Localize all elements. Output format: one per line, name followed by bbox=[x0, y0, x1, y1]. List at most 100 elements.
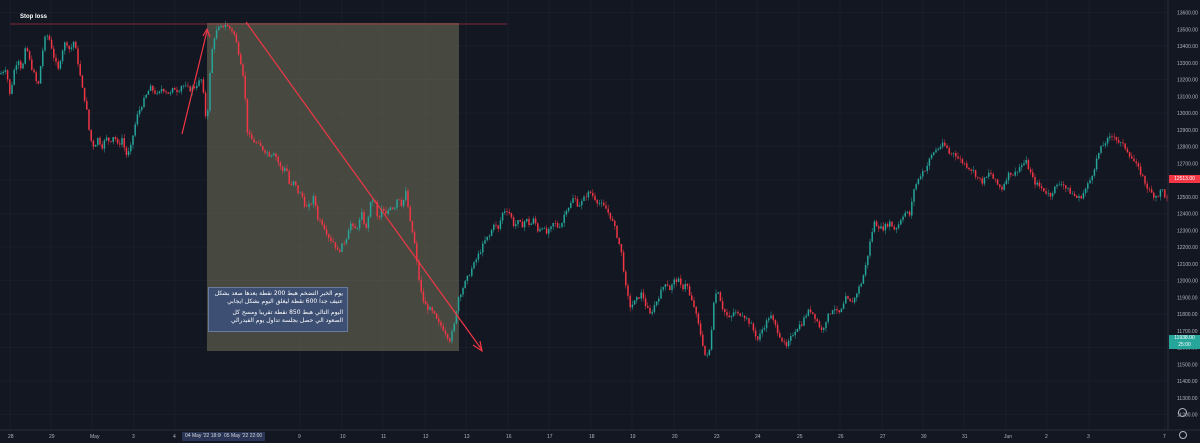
candle-body bbox=[325, 229, 328, 235]
candle-body bbox=[484, 240, 486, 244]
candle-body bbox=[81, 75, 84, 88]
candle-body bbox=[68, 45, 70, 49]
candle-body bbox=[539, 229, 541, 232]
price-tick-label: 13200.00 bbox=[1177, 78, 1198, 84]
candle-body bbox=[823, 328, 825, 330]
candle-body bbox=[697, 313, 700, 324]
candle-body bbox=[1065, 185, 1067, 189]
price-tick-label: 11300.00 bbox=[1177, 396, 1198, 402]
scroll-to-latest-button[interactable] bbox=[1178, 408, 1187, 417]
candle-body bbox=[825, 321, 827, 329]
candle-body bbox=[512, 217, 515, 227]
current-price-value: 12513.00 bbox=[1174, 176, 1195, 182]
candle-body bbox=[317, 206, 319, 220]
annotation-box[interactable]: يوم الخبر التضخم هبط 200 نقطة بعدها صعد … bbox=[208, 287, 348, 332]
candle-body bbox=[275, 153, 277, 158]
settings-icon[interactable] bbox=[1179, 431, 1187, 439]
candle-body bbox=[686, 283, 689, 287]
candle-body bbox=[20, 61, 22, 69]
date-tick-label: 25 bbox=[797, 434, 803, 440]
candle-body bbox=[827, 313, 829, 322]
candle-body bbox=[1023, 163, 1025, 166]
candle-body bbox=[1078, 196, 1080, 198]
candle-body bbox=[262, 146, 264, 151]
candle-body bbox=[517, 220, 519, 225]
candle-body bbox=[264, 150, 266, 153]
candle-body bbox=[110, 141, 112, 142]
candle-body bbox=[1029, 169, 1032, 173]
candle-body bbox=[666, 284, 669, 286]
date-tick-label: 3 bbox=[132, 434, 135, 440]
candle-body bbox=[1166, 197, 1168, 199]
candle-body bbox=[625, 271, 627, 286]
candle-body bbox=[930, 154, 933, 159]
candle-body bbox=[836, 309, 838, 311]
candle-body bbox=[1010, 172, 1012, 175]
candle-body bbox=[1126, 148, 1129, 153]
date-tick-label: May bbox=[90, 434, 100, 440]
candle-body bbox=[605, 205, 607, 209]
candle-body bbox=[1084, 188, 1087, 194]
candle-body bbox=[213, 38, 216, 50]
candle-body bbox=[88, 109, 90, 130]
candle-body bbox=[759, 333, 761, 340]
candle-body bbox=[858, 286, 860, 294]
candle-body bbox=[154, 90, 156, 94]
candle-body bbox=[308, 203, 310, 208]
candle-body bbox=[433, 310, 436, 314]
candle-body bbox=[506, 211, 508, 213]
candle-body bbox=[1047, 192, 1049, 194]
candle-body bbox=[532, 218, 535, 224]
candle-body bbox=[1142, 174, 1144, 176]
candle-body bbox=[66, 42, 68, 46]
candle-body bbox=[820, 327, 823, 330]
candle-body bbox=[449, 338, 451, 342]
candle-body bbox=[488, 235, 491, 237]
candle-body bbox=[1060, 184, 1063, 185]
candle-body bbox=[992, 173, 994, 179]
candle-body bbox=[955, 153, 957, 157]
candle-body bbox=[1144, 175, 1146, 184]
candle-body bbox=[424, 301, 427, 305]
date-axis[interactable]: 28 29 May 3 4 9 10 11 12 13 16 17 18 19 20 23 24 25 26 27 30… bbox=[8, 434, 1166, 440]
candle-body bbox=[528, 218, 530, 225]
candle-body bbox=[842, 303, 845, 309]
date-tick-label: 17 bbox=[547, 434, 553, 440]
candle-body bbox=[295, 181, 297, 186]
candle-body bbox=[105, 137, 108, 141]
candle-body bbox=[834, 309, 836, 311]
candle-body bbox=[891, 221, 893, 227]
candle-body bbox=[739, 313, 741, 316]
candle-body bbox=[207, 110, 209, 117]
candle-body bbox=[713, 302, 715, 330]
candle-body bbox=[1076, 195, 1078, 198]
candle-body bbox=[13, 69, 15, 85]
candle-body bbox=[79, 64, 81, 76]
candle-body bbox=[915, 183, 917, 190]
candle-body bbox=[763, 328, 766, 330]
candle-body bbox=[710, 329, 713, 350]
candle-body bbox=[691, 295, 693, 301]
candle-body bbox=[768, 318, 770, 321]
candle-body bbox=[831, 310, 834, 314]
date-tick-label: 9 bbox=[298, 434, 301, 440]
candle-body bbox=[790, 336, 792, 341]
candle-body bbox=[928, 158, 931, 166]
price-tick-label: 12100.00 bbox=[1177, 262, 1198, 268]
candle-body bbox=[622, 252, 625, 272]
candle-body bbox=[468, 275, 471, 277]
candle-body bbox=[620, 244, 623, 253]
price-tick-label: 12500.00 bbox=[1177, 195, 1198, 201]
candle-body bbox=[407, 190, 409, 208]
candle-body bbox=[576, 198, 579, 207]
candle-body bbox=[853, 297, 856, 303]
candle-body bbox=[699, 323, 702, 335]
candle-body bbox=[211, 49, 213, 73]
candle-body bbox=[301, 192, 304, 197]
candle-body bbox=[321, 220, 323, 225]
candle-body bbox=[4, 70, 7, 72]
candle-body bbox=[145, 94, 147, 98]
candle-body bbox=[200, 79, 202, 81]
candle-body bbox=[55, 57, 57, 62]
